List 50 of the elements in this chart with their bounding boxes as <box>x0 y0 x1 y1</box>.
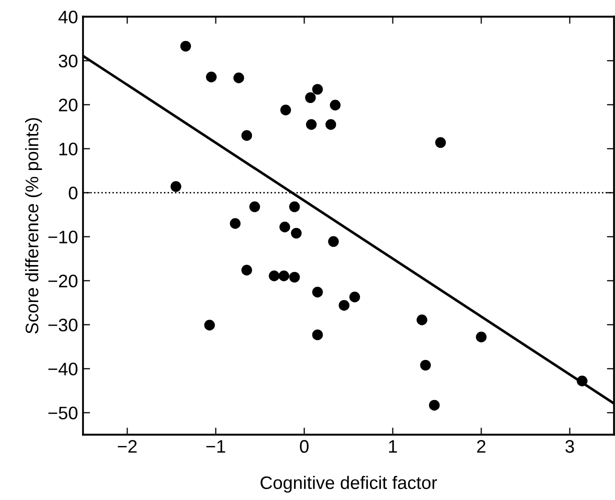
y-tick-label: 30 <box>58 54 78 68</box>
point <box>328 236 339 247</box>
point <box>349 292 360 302</box>
x-tick-label: 0 <box>300 440 309 453</box>
point <box>180 40 192 52</box>
y-tick-label: −20 <box>48 274 78 288</box>
point <box>280 104 292 116</box>
point <box>420 360 431 371</box>
y-tick-label: 20 <box>58 98 78 112</box>
x-tick-label: −1 <box>206 440 226 453</box>
point <box>249 201 260 212</box>
y-tick-label: −10 <box>48 230 78 244</box>
x-axis-title: Cognitive deficit factor <box>260 476 438 493</box>
point <box>338 300 350 311</box>
x-tick-label: −2 <box>118 440 137 453</box>
point <box>428 400 440 411</box>
x-tick-label: 2 <box>477 440 486 453</box>
point <box>230 218 241 229</box>
point <box>435 137 446 148</box>
point <box>330 100 341 110</box>
y-tick-label: −40 <box>48 362 78 376</box>
y-tick-label: 0 <box>68 186 78 200</box>
x-tick-label: 1 <box>389 440 397 453</box>
point <box>289 201 300 212</box>
y-tick-label: −50 <box>48 406 78 420</box>
point <box>170 181 182 192</box>
y-axis-title: Score difference (% points) <box>25 118 42 334</box>
point <box>241 130 252 141</box>
point <box>206 72 217 82</box>
point <box>305 92 316 104</box>
point <box>241 264 252 276</box>
point <box>268 270 280 282</box>
point <box>289 272 300 283</box>
y-tick-label: −30 <box>48 318 78 332</box>
point <box>312 84 323 95</box>
point <box>204 320 215 330</box>
point <box>325 119 336 130</box>
x-tick-label: 3 <box>565 440 574 453</box>
point <box>312 329 323 340</box>
point <box>576 376 588 386</box>
point <box>312 286 323 298</box>
point <box>279 222 290 232</box>
point <box>233 72 244 84</box>
point <box>306 119 317 130</box>
point <box>290 228 302 239</box>
point <box>416 314 428 326</box>
point <box>278 270 290 282</box>
y-tick-label: 10 <box>59 142 78 156</box>
y-tick-label: 40 <box>58 10 78 24</box>
point <box>476 332 487 342</box>
